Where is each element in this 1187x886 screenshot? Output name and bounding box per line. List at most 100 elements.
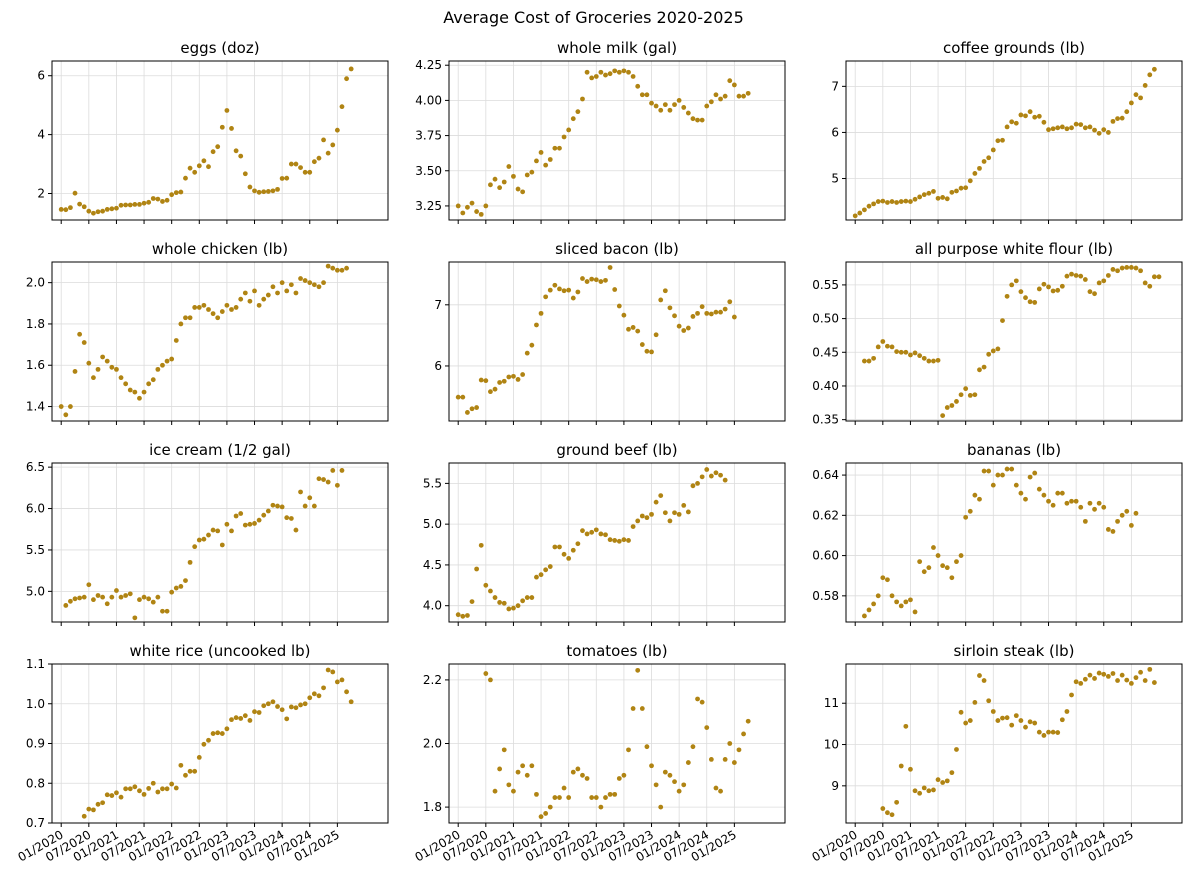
- data-point: [626, 538, 631, 543]
- data-point: [256, 517, 262, 523]
- data-point: [344, 265, 349, 271]
- data-point: [210, 149, 216, 155]
- data-point: [1036, 113, 1042, 119]
- data-point: [1147, 666, 1153, 672]
- data-point: [524, 350, 530, 356]
- data-point: [898, 763, 904, 769]
- data-point: [201, 302, 207, 308]
- data-point: [196, 755, 202, 760]
- y-tick-label: 2: [37, 187, 45, 201]
- data-point: [1101, 671, 1107, 677]
- data-point: [676, 97, 682, 103]
- data-point: [639, 92, 645, 98]
- data-point: [298, 702, 303, 708]
- y-tick-label: 1.4: [26, 400, 45, 414]
- data-point: [589, 276, 595, 282]
- data-point: [515, 769, 521, 775]
- data-point: [635, 667, 641, 673]
- data-point: [653, 103, 659, 109]
- data-point: [77, 595, 83, 601]
- data-point: [722, 477, 728, 483]
- data-point: [1004, 466, 1010, 472]
- data-point: [1133, 510, 1139, 516]
- data-point: [233, 715, 239, 721]
- data-point: [662, 102, 668, 108]
- data-point: [584, 531, 590, 537]
- y-tick-label: 4: [37, 128, 45, 142]
- data-point: [1115, 678, 1120, 683]
- data-point: [275, 186, 280, 192]
- data-point: [630, 524, 636, 529]
- data-point: [1073, 121, 1079, 127]
- data-point: [1013, 713, 1019, 719]
- data-point: [72, 190, 78, 196]
- data-point: [261, 296, 267, 302]
- data-point: [100, 800, 106, 806]
- subplot-1: eggs (doz) 2 4 6: [37, 39, 389, 224]
- data-point: [1069, 125, 1074, 131]
- y-tick-label: 2.2: [423, 673, 442, 687]
- data-point: [146, 786, 152, 791]
- data-point: [926, 788, 932, 794]
- y-tick-label: 1.6: [26, 358, 45, 372]
- data-point: [256, 710, 262, 715]
- data-point: [1032, 470, 1038, 476]
- data-point: [187, 768, 193, 774]
- data-point: [667, 107, 673, 113]
- data-point: [524, 595, 530, 600]
- data-point: [137, 597, 142, 603]
- data-point: [972, 171, 978, 176]
- y-tick-label: 1.0: [26, 697, 45, 711]
- data-point: [224, 726, 230, 732]
- data-point: [206, 164, 211, 170]
- data-point: [91, 375, 96, 381]
- data-point: [681, 105, 687, 110]
- data-point: [699, 699, 705, 705]
- y-tick-label: 2.0: [26, 276, 45, 290]
- data-point: [316, 155, 322, 161]
- data-point: [1027, 109, 1033, 115]
- data-point: [1009, 119, 1015, 125]
- data-point: [949, 189, 955, 195]
- subplot-title: bananas (lb): [967, 441, 1061, 459]
- data-point: [1096, 670, 1102, 676]
- data-point: [616, 776, 622, 781]
- y-tick-label: 5.5: [26, 543, 45, 557]
- data-point: [1018, 490, 1024, 496]
- data-point: [460, 394, 466, 400]
- data-point: [1055, 490, 1061, 496]
- data-point: [967, 718, 973, 723]
- data-point: [889, 812, 895, 818]
- data-point: [1069, 692, 1074, 698]
- data-point: [603, 795, 608, 800]
- data-point: [1073, 679, 1079, 685]
- data-point: [229, 307, 234, 312]
- data-point: [339, 468, 345, 473]
- y-tick-label: 6: [434, 359, 442, 373]
- data-point: [995, 718, 1001, 723]
- data-point: [1064, 126, 1070, 132]
- data-point: [460, 613, 466, 619]
- data-point: [580, 772, 585, 778]
- data-point: [1004, 293, 1010, 299]
- data-point: [1087, 672, 1093, 678]
- data-point: [1142, 678, 1148, 683]
- data-point: [474, 566, 480, 572]
- data-point: [612, 287, 618, 292]
- data-point: [644, 515, 650, 521]
- data-point: [1027, 474, 1033, 480]
- data-point: [926, 358, 932, 364]
- y-tick-label: 0.45: [812, 345, 839, 359]
- data-point: [898, 349, 904, 355]
- data-point: [1032, 300, 1038, 305]
- data-point: [330, 669, 336, 675]
- data-point: [1082, 277, 1088, 282]
- data-point: [1124, 508, 1130, 514]
- data-point: [483, 582, 489, 588]
- data-point: [1128, 681, 1134, 686]
- data-point: [1151, 66, 1157, 72]
- data-point: [949, 770, 955, 776]
- subplot-title: ground beef (lb): [556, 441, 677, 459]
- data-point: [86, 360, 92, 366]
- data-point: [580, 276, 585, 281]
